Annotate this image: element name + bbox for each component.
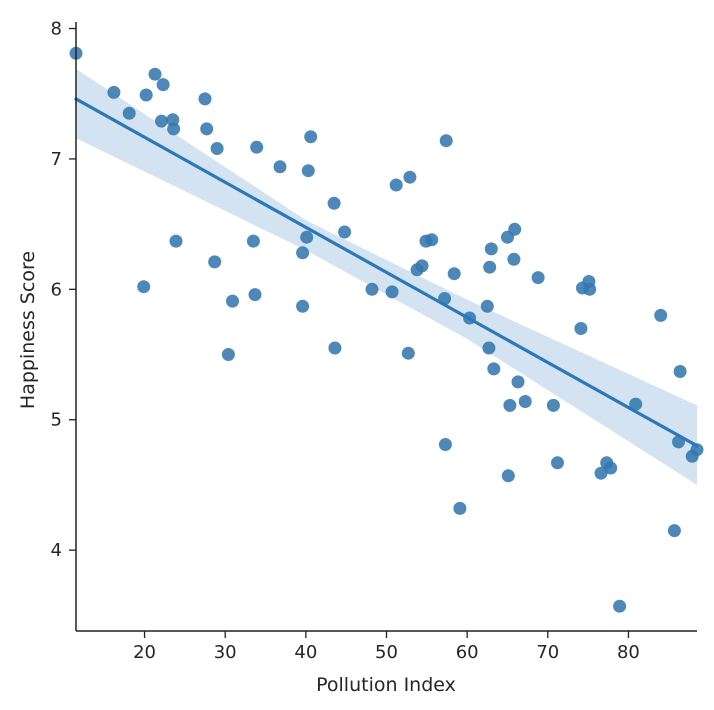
data-point: [482, 341, 496, 355]
data-point: [518, 395, 532, 408]
x-tick-label: 40: [294, 642, 317, 663]
data-point: [551, 456, 564, 470]
data-point: [531, 271, 545, 285]
data-point: [484, 242, 498, 256]
data-point: [583, 282, 597, 296]
x-axis-label: Pollution Index: [316, 674, 456, 696]
data-point: [415, 259, 429, 273]
axes: 20 30 40 50 60 70 80 4 5 6 7 8: [51, 19, 697, 663]
data-point: [246, 234, 260, 248]
data-point: [137, 280, 151, 294]
data-point: [198, 92, 212, 106]
data-point: [501, 469, 515, 483]
data-point: [296, 299, 310, 313]
data-point: [447, 267, 461, 281]
x-tick-label: 20: [133, 642, 156, 663]
data-point: [439, 134, 453, 148]
data-point: [139, 88, 153, 102]
y-axis-label: Happiness Score: [17, 251, 39, 409]
x-tick-label: 30: [214, 642, 237, 663]
data-point: [403, 170, 417, 184]
data-point: [629, 397, 643, 411]
data-point: [487, 362, 501, 376]
y-tick-label: 6: [51, 279, 62, 300]
data-point: [401, 346, 415, 360]
data-point: [273, 160, 287, 174]
data-point: [210, 142, 224, 155]
data-point: [155, 114, 168, 128]
data-point: [574, 322, 588, 335]
data-point: [156, 78, 170, 92]
data-point: [604, 461, 618, 475]
data-point: [613, 599, 627, 613]
data-point: [453, 501, 467, 515]
y-tick-label: 5: [51, 410, 62, 431]
x-tick-label: 50: [375, 642, 398, 663]
data-point: [425, 233, 439, 247]
data-point: [480, 299, 494, 313]
data-point: [300, 230, 314, 244]
data-point: [508, 222, 522, 236]
confidence-band: [76, 68, 697, 485]
data-point: [594, 466, 608, 480]
data-point: [507, 252, 521, 266]
x-tick-label: 60: [456, 642, 479, 663]
data-point: [107, 85, 121, 99]
data-point: [148, 67, 162, 81]
data-point: [365, 282, 379, 296]
data-point: [438, 438, 452, 451]
data-point: [673, 365, 687, 378]
x-tick-label: 70: [536, 642, 559, 663]
data-point: [511, 375, 525, 389]
data-point: [301, 164, 315, 178]
data-point: [169, 234, 183, 248]
data-point: [385, 285, 399, 299]
y-tick-label: 4: [51, 540, 62, 561]
data-point: [503, 398, 517, 412]
x-tick-label: 80: [617, 642, 640, 663]
data-point: [389, 178, 403, 192]
confidence-band-layer: [76, 68, 697, 485]
data-point: [208, 255, 222, 269]
data-point: [327, 196, 341, 210]
data-point: [250, 140, 264, 154]
data-point: [483, 260, 497, 274]
data-point: [304, 130, 318, 144]
data-point: [546, 398, 560, 412]
regression-line: [74, 97, 699, 448]
data-point: [167, 122, 181, 136]
regression-line-layer: [74, 97, 699, 448]
data-point: [200, 122, 214, 136]
data-point: [654, 308, 668, 322]
y-tick-label: 7: [51, 149, 62, 170]
data-point: [221, 348, 235, 361]
data-point: [248, 288, 262, 302]
data-point: [296, 246, 310, 260]
data-point: [328, 341, 342, 355]
data-point: [690, 443, 704, 457]
data-point: [338, 225, 352, 239]
y-tick-label: 8: [51, 19, 62, 40]
data-point: [122, 106, 136, 120]
points-layer: [69, 46, 704, 613]
data-point: [226, 294, 239, 308]
data-point: [667, 524, 681, 538]
